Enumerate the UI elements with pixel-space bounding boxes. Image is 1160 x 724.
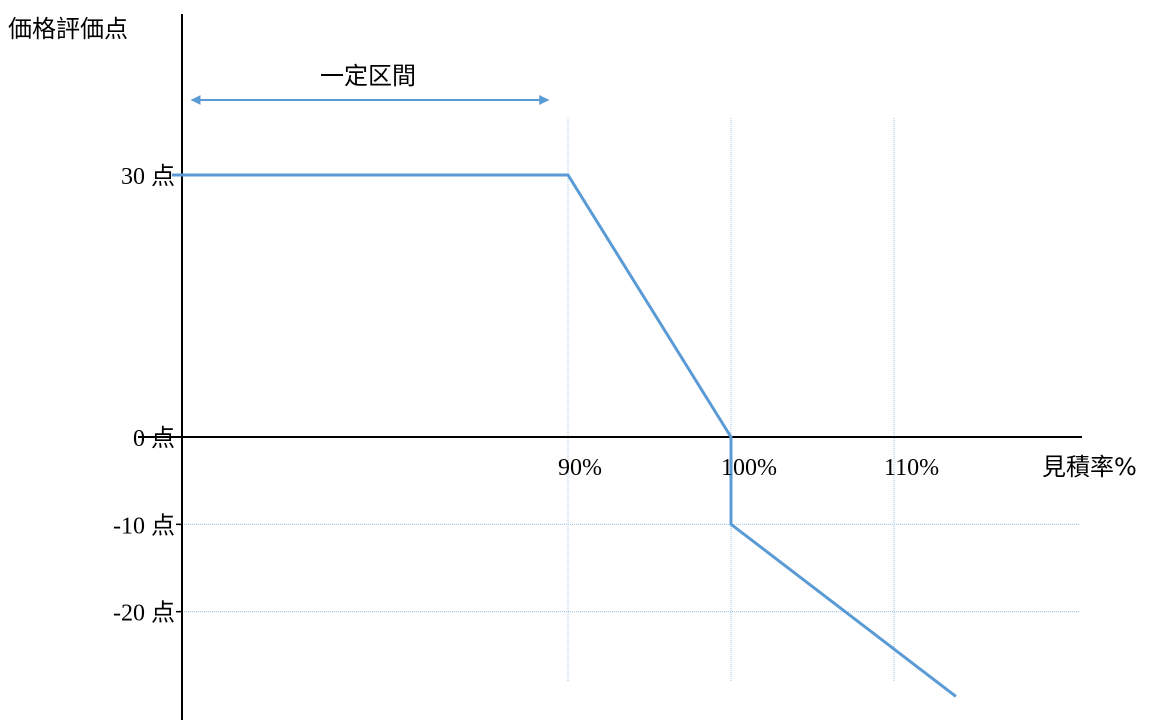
series-line (172, 175, 956, 696)
range-annotation-label: 一定区間 (320, 62, 416, 90)
x-tick-label: 100% (721, 455, 777, 481)
y-tick-label: 30 点 (121, 163, 175, 190)
x-axis-title: 見積率% (1042, 453, 1137, 481)
annotation-group: 一定区間 (192, 62, 549, 100)
x-tick-label: 90% (558, 455, 602, 481)
series-lines (172, 175, 956, 697)
y-tick-label: -20 点 (113, 600, 175, 627)
grid-lines (182, 118, 1080, 682)
y-tick-label: -10 点 (113, 512, 175, 539)
y-tick-label: 0 点 (133, 425, 175, 452)
y-axis-title: 価格評価点 (8, 15, 128, 43)
axes (138, 14, 1082, 720)
axis-labels: 価格評価点 見積率% 90% 100% 110% 30 点 0 点 -10 点 -20 点 (8, 15, 1137, 627)
x-tick-label: 110% (884, 455, 939, 481)
